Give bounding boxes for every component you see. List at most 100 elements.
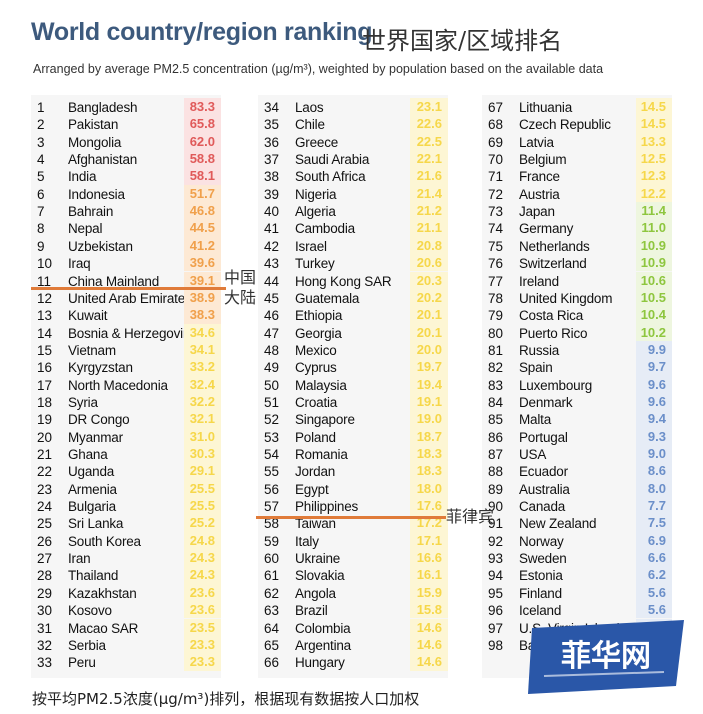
country-cell: Argentina <box>295 637 351 653</box>
page-subtitle: Arranged by average PM2.5 concentration … <box>33 62 604 76</box>
country-cell: Bangladesh <box>68 100 138 115</box>
country-cell: Puerto Rico <box>519 325 588 341</box>
country-cell: Nigeria <box>295 186 337 202</box>
pm25-value-cell: 24.3 <box>184 566 221 584</box>
pm25-value-cell: 8.6 <box>636 462 672 480</box>
rank-cell: 37 <box>264 152 280 168</box>
rank-cell: 65 <box>264 637 280 653</box>
country-cell: Cambodia <box>295 221 355 237</box>
table-row: 88 Ecuador 8.6 <box>482 462 672 480</box>
country-cell: Portugal <box>519 429 568 445</box>
country-cell: Philippines <box>295 499 359 515</box>
table-row: 83 Luxembourg 9.6 <box>482 375 672 393</box>
rank-cell: 45 <box>264 290 280 306</box>
pm25-value-cell: 7.7 <box>636 497 672 515</box>
rank-cell: 30 <box>37 603 53 619</box>
country-cell: Bahrain <box>68 204 114 220</box>
pm25-value-cell: 10.6 <box>636 271 672 289</box>
country-cell: Iceland <box>519 603 562 619</box>
pm25-value-cell: 15.8 <box>410 601 448 619</box>
ranking-column-1: 1 Bangladesh 83.3 2 Pakistan 65.8 3 Mongolia 62.… <box>31 95 221 678</box>
rank-cell: 91 <box>488 516 504 532</box>
rank-cell: 44 <box>264 273 280 289</box>
rank-cell: 26 <box>37 533 53 549</box>
table-row: 61 Slovakia 16.1 <box>258 566 448 584</box>
pm25-value-cell: 5.6 <box>636 583 672 602</box>
country-cell: Ecuador <box>519 464 568 480</box>
rank-cell: 73 <box>488 204 504 220</box>
rank-cell: 72 <box>488 186 504 202</box>
table-row: 56 Egypt 18.0 <box>258 479 448 498</box>
pm25-value-cell: 20.6 <box>410 254 448 272</box>
rank-cell: 8 <box>37 221 45 237</box>
rank-cell: 53 <box>264 429 280 445</box>
rank-cell: 77 <box>488 273 504 289</box>
rank-cell: 3 <box>37 134 45 150</box>
country-cell: Mongolia <box>68 134 122 150</box>
table-row: 74 Germany 11.0 <box>482 219 672 237</box>
rank-cell: 63 <box>264 603 280 619</box>
pm25-value-cell: 38.9 <box>184 288 221 307</box>
table-row: 66 Hungary 14.6 <box>258 653 448 671</box>
country-cell: Jordan <box>295 464 336 480</box>
rank-cell: 98 <box>488 637 504 653</box>
table-row: 33 Peru 23.3 <box>31 653 221 671</box>
country-cell: United Arab Emirates <box>68 290 192 306</box>
table-row: 7 Bahrain 46.8 <box>31 202 221 220</box>
table-row: 37 Saudi Arabia 22.1 <box>258 150 448 168</box>
pm25-value-cell: 10.9 <box>636 236 672 255</box>
table-row: 50 Malaysia 19.4 <box>258 375 448 393</box>
country-cell: Italy <box>295 533 319 549</box>
rank-cell: 82 <box>488 360 504 376</box>
pm25-value-cell: 9.6 <box>636 375 672 393</box>
pm25-value-cell: 18.3 <box>410 462 448 480</box>
table-row: 84 Denmark 9.6 <box>482 392 672 411</box>
table-row: 26 South Korea 24.8 <box>31 531 221 550</box>
pm25-value-cell: 12.2 <box>636 184 672 203</box>
country-cell: Egypt <box>295 481 329 497</box>
table-row: 43 Turkey 20.6 <box>258 254 448 272</box>
table-row: 70 Belgium 12.5 <box>482 150 672 168</box>
pm25-value-cell: 14.6 <box>410 618 448 636</box>
table-row: 72 Austria 12.2 <box>482 184 672 203</box>
table-row: 52 Singapore 19.0 <box>258 410 448 428</box>
pm25-value-cell: 16.6 <box>410 549 448 567</box>
country-cell: Malaysia <box>295 377 347 393</box>
pm25-value-cell: 9.3 <box>636 427 672 445</box>
rank-cell: 10 <box>37 256 53 272</box>
pm25-value-cell: 29.1 <box>184 462 221 480</box>
rank-cell: 75 <box>488 238 504 254</box>
rank-cell: 66 <box>264 655 280 671</box>
country-cell: Luxembourg <box>519 377 593 393</box>
country-cell: Netherlands <box>519 238 590 254</box>
table-row: 85 Malta 9.4 <box>482 410 672 428</box>
rank-cell: 48 <box>264 342 280 358</box>
rank-cell: 23 <box>37 481 53 497</box>
rank-cell: 15 <box>37 342 53 358</box>
country-cell: Algeria <box>295 204 336 220</box>
table-row: 12 United Arab Emirates 38.9 <box>31 288 221 307</box>
rank-cell: 22 <box>37 464 53 480</box>
country-cell: Uganda <box>68 464 115 480</box>
table-row: 73 Japan 11.4 <box>482 202 672 220</box>
table-row: 29 Kazakhstan 23.6 <box>31 583 221 602</box>
pm25-value-cell: 44.5 <box>184 219 221 237</box>
pm25-value-cell: 16.1 <box>410 566 448 584</box>
rank-cell: 21 <box>37 447 53 462</box>
rank-cell: 19 <box>37 412 53 428</box>
rank-cell: 93 <box>488 551 504 567</box>
rank-cell: 34 <box>264 100 280 115</box>
table-row: 20 Myanmar 31.0 <box>31 427 221 445</box>
pm25-value-cell: 23.3 <box>184 653 221 671</box>
country-cell: Myanmar <box>68 429 123 445</box>
pm25-value-cell: 10.5 <box>636 288 672 307</box>
pm25-value-cell: 6.9 <box>636 531 672 550</box>
table-row: 65 Argentina 14.6 <box>258 635 448 654</box>
rank-cell: 36 <box>264 134 280 150</box>
site-logo: 菲华网 <box>528 620 684 694</box>
pm25-value-cell: 10.2 <box>636 323 672 341</box>
pm25-value-cell: 32.1 <box>184 410 221 428</box>
country-cell: Pakistan <box>68 117 119 133</box>
rank-cell: 17 <box>37 377 53 393</box>
rank-cell: 11 <box>37 273 52 289</box>
